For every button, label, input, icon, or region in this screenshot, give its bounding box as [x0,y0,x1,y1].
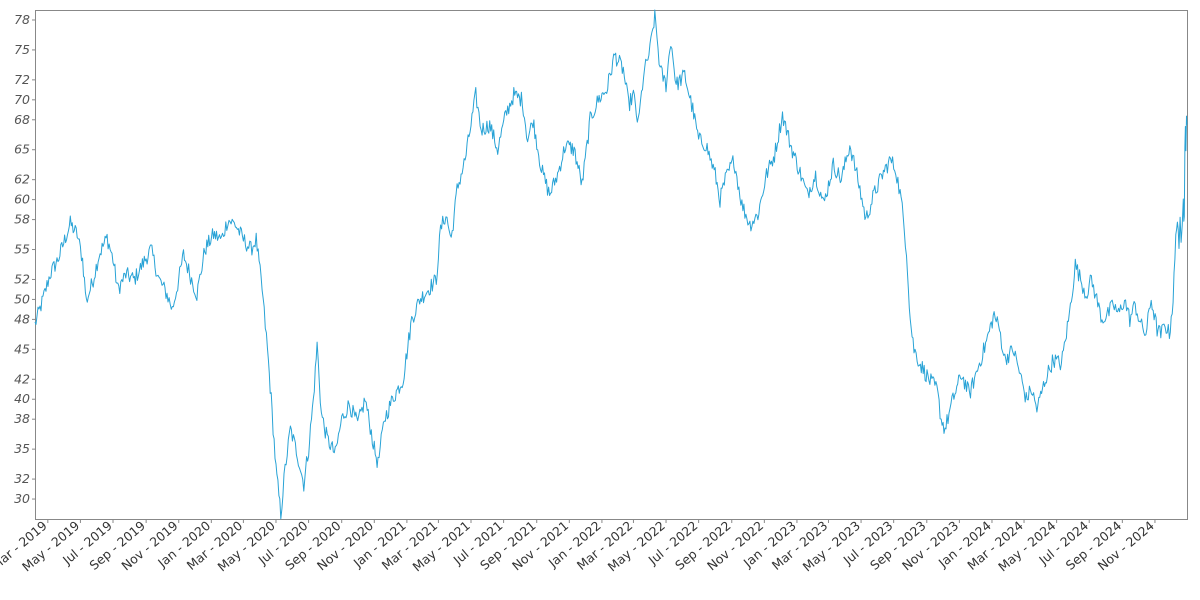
y-tick-label: 50 [14,291,30,306]
y-tick-label: 60 [14,192,30,207]
y-tick-label: 58 [14,212,30,227]
y-tick-label: 62 [14,172,30,187]
y-tick-label: 48 [14,311,30,326]
y-tick-label: 45 [14,341,30,356]
y-tick-label: 72 [14,72,30,87]
y-tick-label: 38 [14,411,30,426]
y-tick-label: 32 [14,471,30,486]
y-tick-label: 52 [14,271,30,286]
y-tick-label: 40 [14,391,30,406]
series-line-0 [34,9,1188,520]
y-tick-label: 70 [14,92,30,107]
series-layer [34,9,1188,520]
y-tick-label: 42 [14,371,30,386]
y-tick-label: 35 [14,441,30,456]
y-tick-label: 30 [14,491,30,506]
y-tick-label: 65 [14,142,30,157]
plot-frame [35,10,1188,520]
y-axis: 30 32 35 38 40 42 45 48 50 52 55 58 60 62 65 68 70 72 75 78 [14,12,35,506]
y-tick-label: 78 [14,12,30,27]
y-tick-label: 55 [14,242,30,257]
y-tick-label: 68 [14,112,30,127]
y-tick-label: 75 [14,42,30,57]
